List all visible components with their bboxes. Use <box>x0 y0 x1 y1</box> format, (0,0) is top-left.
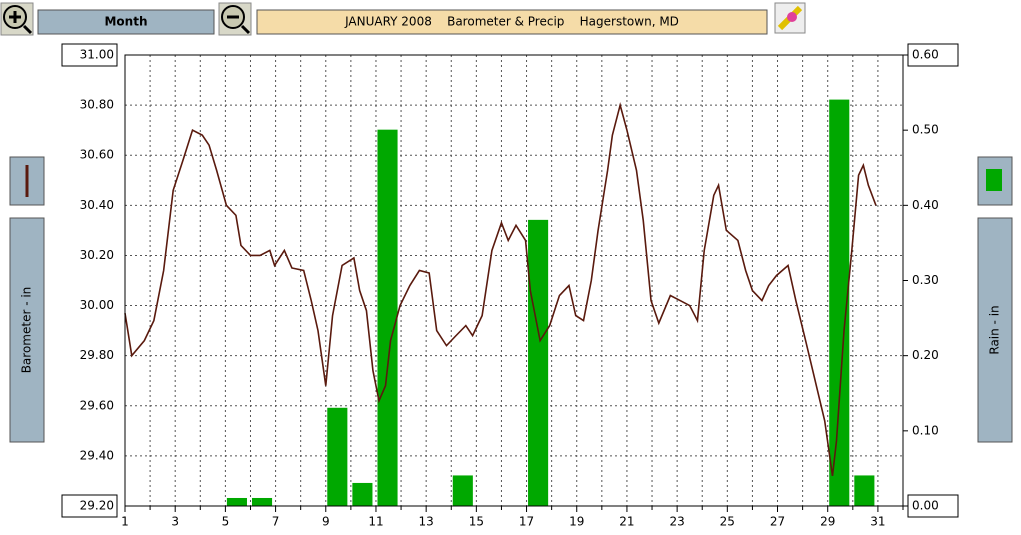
y-tick-label: 30.40 <box>80 198 114 212</box>
y2-tick-label: 0.50 <box>912 123 939 137</box>
bar <box>251 497 273 507</box>
bar-legend-swatch <box>986 169 1002 191</box>
x-tick-label: 25 <box>720 515 735 529</box>
period-button[interactable]: Month <box>37 9 215 35</box>
chart-title: JANUARY 2008 Barometer & Precip Hagersto… <box>344 15 679 29</box>
x-tick-label: 3 <box>171 515 179 529</box>
period-label: Month <box>104 15 147 29</box>
y-tick-label: 29.40 <box>80 448 114 462</box>
y-tick-label: 29.20 <box>80 499 114 513</box>
plot-frame <box>124 54 904 507</box>
bar <box>528 219 549 507</box>
bar <box>377 129 398 507</box>
y2-tick-label: 0.20 <box>912 348 939 362</box>
x-tick-label: 27 <box>770 515 785 529</box>
y-tick-label: 30.20 <box>80 248 114 262</box>
y2-tick-label: 0.40 <box>912 198 939 212</box>
y-tick-label: 29.80 <box>80 348 114 362</box>
zoom-out-button[interactable] <box>218 2 252 36</box>
x-tick-label: 13 <box>419 515 434 529</box>
x-tick-label: 1 <box>121 515 129 529</box>
title-box <box>256 9 768 35</box>
bar <box>226 497 247 507</box>
y2-tick-label: 0.60 <box>912 48 939 62</box>
y-tick-label: 30.00 <box>80 298 114 312</box>
bar <box>352 482 373 507</box>
bar <box>327 407 348 507</box>
y2-tick-label: 0.10 <box>912 423 939 437</box>
tick-label-box <box>907 43 959 67</box>
x-tick-label: 19 <box>569 515 584 529</box>
x-tick-label: 17 <box>519 515 534 529</box>
x-tick-label: 7 <box>272 515 280 529</box>
x-tick-label: 31 <box>870 515 885 529</box>
x-tick-label: 23 <box>669 515 684 529</box>
bar <box>854 475 875 507</box>
bar <box>452 475 473 507</box>
tick-label-box <box>61 494 118 518</box>
x-tick-label: 11 <box>368 515 383 529</box>
barometer-line <box>124 101 877 477</box>
x-tick-label: 21 <box>619 515 634 529</box>
x-tick-label: 9 <box>322 515 330 529</box>
zoom-in-button[interactable] <box>0 2 34 36</box>
x-tick-label: 15 <box>469 515 484 529</box>
y2-tick-label: 0.30 <box>912 273 939 287</box>
y-axis-label: Barometer - in <box>20 287 34 374</box>
settings-button[interactable] <box>774 2 806 34</box>
y2-axis-button[interactable] <box>977 217 1013 443</box>
y-axis-button[interactable] <box>9 217 45 443</box>
y2-axis-label: Rain - in <box>988 305 1002 354</box>
y-tick-label: 30.60 <box>80 148 114 162</box>
y-tick-label: 30.80 <box>80 98 114 112</box>
y-tick-label: 29.60 <box>80 398 114 412</box>
y-tick-label: 31.00 <box>80 48 114 62</box>
tick-label-box <box>61 43 118 67</box>
x-tick-label: 29 <box>820 515 835 529</box>
tick-label-box <box>907 494 959 518</box>
y2-tick-label: 0.00 <box>912 499 939 513</box>
x-tick-label: 5 <box>222 515 230 529</box>
